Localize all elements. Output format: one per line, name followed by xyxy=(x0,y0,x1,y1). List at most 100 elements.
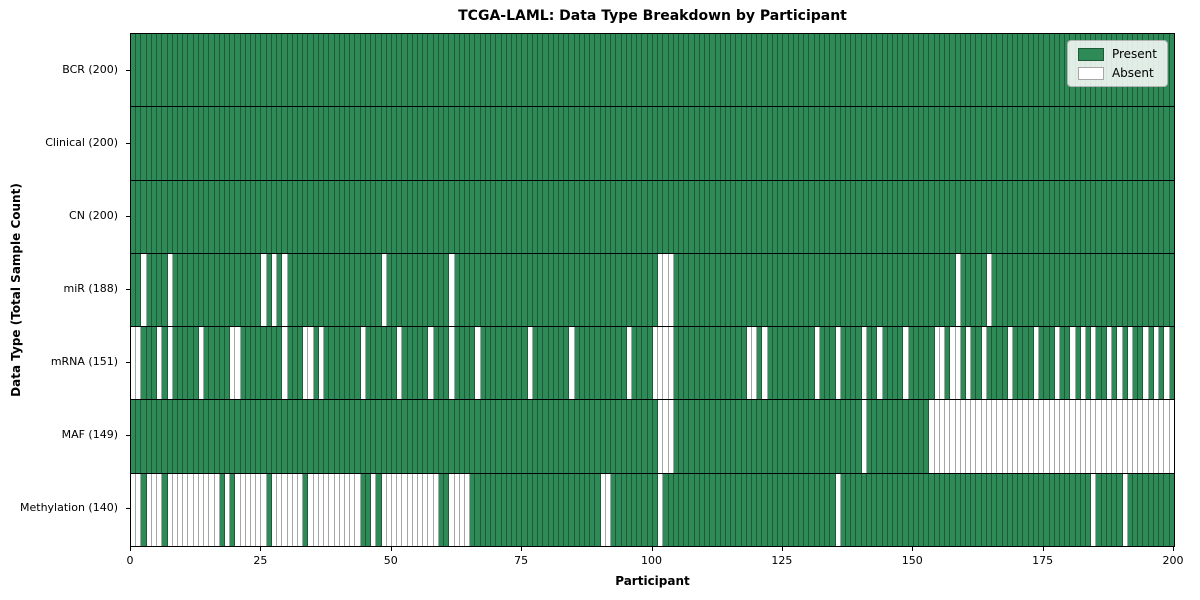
matrix-cell xyxy=(845,253,852,327)
matrix-cell xyxy=(381,253,387,327)
matrix-cell xyxy=(151,180,158,253)
matrix-cell xyxy=(344,107,351,180)
matrix-cell xyxy=(731,253,737,327)
matrix-cell xyxy=(438,34,445,107)
matrix-cell xyxy=(851,400,857,473)
matrix-cell xyxy=(271,180,278,253)
matrix-cell xyxy=(877,400,883,473)
matrix-cell xyxy=(553,107,559,180)
x-tick-mark xyxy=(130,547,131,551)
matrix-cell xyxy=(282,473,288,546)
matrix-cell xyxy=(230,180,236,253)
matrix-cell xyxy=(465,473,471,546)
legend-item-present: Present xyxy=(1077,47,1157,61)
matrix-cell xyxy=(517,327,523,400)
matrix-cell xyxy=(423,253,429,327)
matrix-cell xyxy=(376,180,382,253)
matrix-cell xyxy=(710,180,716,253)
matrix-cell xyxy=(251,180,257,253)
matrix-cell xyxy=(819,180,826,253)
matrix-cell xyxy=(433,400,439,473)
matrix-cell xyxy=(230,34,236,107)
matrix-cell xyxy=(924,400,930,473)
matrix-cell xyxy=(652,253,659,327)
matrix-cell xyxy=(642,400,648,473)
matrix-cell xyxy=(491,400,497,473)
matrix-cell xyxy=(1086,327,1092,400)
matrix-cell xyxy=(799,327,805,400)
matrix-cell xyxy=(684,34,690,107)
matrix-cell xyxy=(1106,473,1113,546)
matrix-cell xyxy=(459,107,465,180)
matrix-cell xyxy=(960,473,966,546)
matrix-cell xyxy=(412,34,419,107)
matrix-cell xyxy=(198,107,205,180)
matrix-cell xyxy=(757,180,763,253)
matrix-cell xyxy=(1039,107,1045,180)
matrix-cell xyxy=(235,180,241,253)
matrix-cell xyxy=(308,107,314,180)
matrix-cell xyxy=(339,34,345,107)
matrix-cell xyxy=(1086,180,1092,253)
matrix-cell xyxy=(1159,473,1165,546)
matrix-cell xyxy=(1039,473,1045,546)
matrix-cell xyxy=(908,473,914,546)
matrix-cell xyxy=(298,180,304,253)
matrix-cell xyxy=(303,400,309,473)
matrix-cell xyxy=(762,327,768,400)
matrix-cell xyxy=(1143,107,1149,180)
matrix-cell xyxy=(678,180,685,253)
matrix-cell xyxy=(558,107,565,180)
matrix-cell xyxy=(136,107,142,180)
matrix-cell xyxy=(470,107,476,180)
matrix-cell xyxy=(1070,107,1076,180)
matrix-cell xyxy=(757,473,763,546)
x-tick-label: 200 xyxy=(1162,554,1184,567)
matrix-cell xyxy=(736,107,742,180)
matrix-cell xyxy=(668,34,674,107)
matrix-cell xyxy=(652,327,659,400)
matrix-cell xyxy=(866,180,873,253)
matrix-cell xyxy=(950,473,956,546)
matrix-cell xyxy=(1039,327,1045,400)
matrix-cell xyxy=(193,253,199,327)
matrix-cell xyxy=(188,34,194,107)
matrix-cell xyxy=(647,34,653,107)
matrix-cell xyxy=(976,107,982,180)
matrix-cell xyxy=(960,180,966,253)
matrix-cell xyxy=(626,107,632,180)
matrix-cell xyxy=(892,180,899,253)
matrix-cell xyxy=(767,34,773,107)
matrix-cell xyxy=(1065,107,1071,180)
matrix-cell xyxy=(856,327,862,400)
matrix-cell xyxy=(183,400,189,473)
matrix-cell xyxy=(992,180,998,253)
matrix-cell xyxy=(731,400,737,473)
matrix-cell xyxy=(757,400,763,473)
matrix-cell xyxy=(939,34,946,107)
matrix-cell xyxy=(725,107,732,180)
matrix-cell xyxy=(851,107,857,180)
matrix-cell xyxy=(418,107,424,180)
matrix-cell xyxy=(313,34,319,107)
matrix-cell xyxy=(365,107,372,180)
matrix-cell xyxy=(146,400,152,473)
matrix-cell xyxy=(287,327,293,400)
matrix-cell xyxy=(517,180,523,253)
matrix-cell xyxy=(673,180,679,253)
matrix-cell xyxy=(746,107,753,180)
matrix-cell xyxy=(741,400,747,473)
matrix-cell xyxy=(898,180,904,253)
matrix-cell xyxy=(131,107,137,180)
matrix-cell xyxy=(496,253,502,327)
matrix-cell xyxy=(616,327,622,400)
matrix-cell xyxy=(663,253,669,327)
matrix-cell xyxy=(298,107,304,180)
matrix-cell xyxy=(506,400,512,473)
matrix-cell xyxy=(658,107,664,180)
matrix-cell xyxy=(678,400,685,473)
matrix-cell xyxy=(360,253,366,327)
matrix-cell xyxy=(172,34,178,107)
matrix-cell xyxy=(971,473,977,546)
matrix-cell xyxy=(825,400,831,473)
